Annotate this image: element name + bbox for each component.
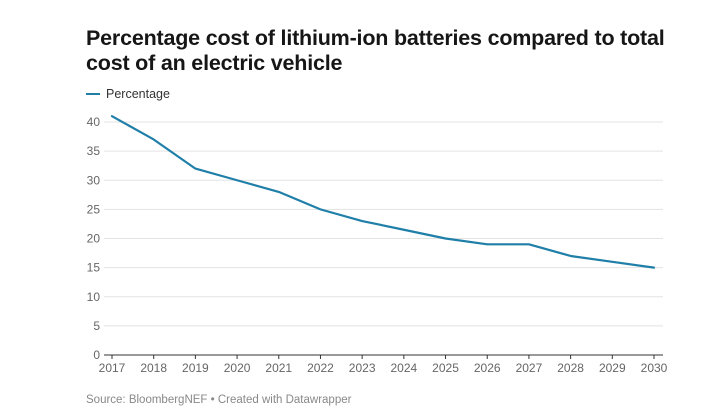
x-tick-label: 2021 bbox=[265, 361, 292, 375]
x-tick-label: 2025 bbox=[432, 361, 459, 375]
y-tick-label: 0 bbox=[93, 348, 100, 362]
y-axis-ticks: 0 5 10 15 20 25 30 35 40 bbox=[87, 115, 101, 362]
x-tick-label: 2017 bbox=[99, 361, 126, 375]
x-tick-label: 2020 bbox=[224, 361, 251, 375]
y-tick-label: 40 bbox=[87, 115, 101, 129]
x-tick-label: 2018 bbox=[140, 361, 167, 375]
chart-source: Source: BloombergNEF • Created with Data… bbox=[86, 394, 352, 406]
chart-title: Percentage cost of lithium-ion batteries… bbox=[86, 26, 665, 75]
y-tick-label: 15 bbox=[87, 261, 101, 275]
x-tick-label: 2026 bbox=[474, 361, 501, 375]
x-tick-label: 2022 bbox=[307, 361, 334, 375]
x-tick-label: 2028 bbox=[557, 361, 584, 375]
x-tick-label: 2027 bbox=[516, 361, 543, 375]
series-line-percentage bbox=[110, 115, 656, 269]
gridlines bbox=[104, 121, 663, 356]
x-tick-label: 2024 bbox=[390, 361, 417, 375]
y-tick-label: 30 bbox=[87, 173, 101, 187]
x-tick-label: 2023 bbox=[349, 361, 376, 375]
legend: Percentage bbox=[86, 86, 170, 102]
legend-swatch bbox=[86, 93, 100, 95]
y-tick-label: 10 bbox=[87, 290, 101, 304]
x-axis-ticks: 2017 2018 2019 2020 2021 2022 2023 2024 2025 2026… bbox=[99, 355, 668, 375]
y-tick-label: 35 bbox=[87, 144, 101, 158]
y-tick-label: 20 bbox=[87, 232, 101, 246]
y-tick-label: 5 bbox=[93, 319, 100, 333]
x-tick-label: 2030 bbox=[641, 361, 668, 375]
x-tick-label: 2029 bbox=[599, 361, 626, 375]
series-lines bbox=[110, 115, 656, 269]
x-tick-label: 2019 bbox=[182, 361, 209, 375]
y-tick-label: 25 bbox=[87, 202, 101, 216]
legend-label: Percentage bbox=[106, 87, 170, 101]
